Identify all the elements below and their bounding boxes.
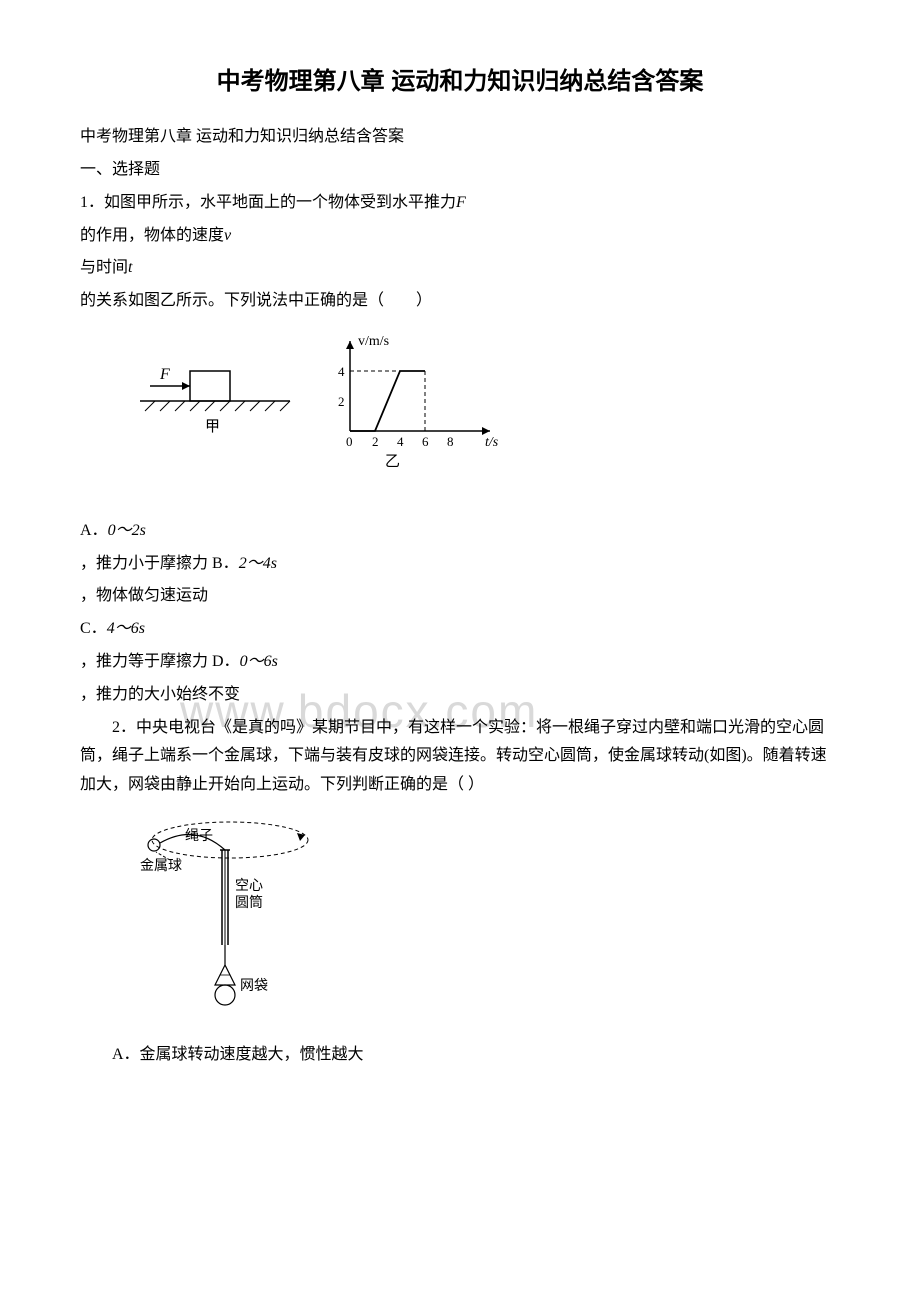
q1-stem2-text: 的作用，物体的速度 bbox=[80, 227, 224, 244]
fig2-label-tube1: 空心 bbox=[235, 878, 263, 894]
q1-figure: F 甲 v/m/s t/s 4 2 0 2 4 6 8 bbox=[140, 331, 840, 502]
fig1-xtick-2: 2 bbox=[372, 434, 379, 449]
q1-optC: C．4～6s bbox=[80, 615, 840, 644]
q1-optCD: ，推力等于摩擦力 D．0～6s bbox=[80, 648, 840, 677]
fig1-xlabel: t/s bbox=[485, 435, 499, 450]
fig1-ytick-2: 2 bbox=[338, 394, 345, 409]
subtitle: 中考物理第八章 运动和力知识归纳总结含答案 bbox=[80, 123, 840, 152]
q1-optD-math: 0～6s bbox=[240, 653, 278, 670]
q1-stem1-text: 1．如图甲所示，水平地面上的一个物体受到水平推力 bbox=[80, 194, 456, 211]
fig1-xtick-6: 6 bbox=[422, 434, 429, 449]
q1-stem-line3: 与时间t bbox=[80, 254, 840, 283]
fig1-F-label: F bbox=[159, 366, 170, 383]
fig1-ylabel: v/m/s bbox=[358, 334, 389, 349]
q1-optB-math: 2～4s bbox=[239, 555, 277, 572]
q1-optA-math: 0～2s bbox=[108, 522, 146, 539]
q1-stem3-text: 与时间 bbox=[80, 259, 128, 276]
q1-var-F: F bbox=[456, 194, 466, 211]
q1-optC-prefix: C． bbox=[80, 620, 107, 637]
section-heading: 一、选择题 bbox=[80, 156, 840, 185]
q2-stem: 2．中央电视台《是真的吗》某期节目中，有这样一个实验：将一根绳子穿过内壁和端口光… bbox=[80, 714, 840, 800]
fig1-xtick-4: 4 bbox=[397, 434, 404, 449]
q1-stem-line2: 的作用，物体的速度v bbox=[80, 222, 840, 251]
fig1-yi: v/m/s t/s 4 2 0 2 4 6 8 乙 bbox=[338, 334, 499, 470]
q1-stem-line1: 1．如图甲所示，水平地面上的一个物体受到水平推力F bbox=[80, 189, 840, 218]
fig1-ytick-4: 4 bbox=[338, 364, 345, 379]
q1-optAB: ，推力小于摩擦力 B．2～4s bbox=[80, 550, 840, 579]
fig2-label-tube2: 圆筒 bbox=[235, 894, 263, 911]
q1-optB-text: ，物体做匀速运动 bbox=[80, 582, 840, 611]
fig1-cap-yi: 乙 bbox=[385, 454, 400, 470]
q1-var-v: v bbox=[224, 227, 231, 244]
q1-optA-prefix: A． bbox=[80, 522, 108, 539]
fig1-cap-jia: 甲 bbox=[205, 419, 220, 435]
q1-optC-math: 4～6s bbox=[107, 620, 145, 637]
fig1-jia: F 甲 bbox=[140, 366, 290, 435]
fig1-xtick-0: 0 bbox=[346, 434, 353, 449]
page-title: 中考物理第八章 运动和力知识归纳总结含答案 bbox=[80, 60, 840, 103]
fig2-label-ball: 金属球 bbox=[140, 858, 182, 874]
fig2-label-bag: 网袋 bbox=[240, 978, 268, 994]
fig2-label-rope: 绳子 bbox=[185, 828, 213, 844]
q1-stem-line4: 的关系如图乙所示。下列说法中正确的是（ ） bbox=[80, 287, 840, 316]
q1-optA: A．0～2s bbox=[80, 517, 840, 546]
q1-optD-text: ，推力的大小始终不变 bbox=[80, 681, 840, 710]
q1-var-t: t bbox=[128, 259, 132, 276]
q1-optC-after: ，推力等于摩擦力 D． bbox=[80, 653, 240, 670]
fig1-xtick-8: 8 bbox=[447, 434, 454, 449]
q2-figure: 绳子 金属球 空心 圆筒 网袋 bbox=[140, 815, 840, 1026]
q2-optA: A．金属球转动速度越大，惯性越大 bbox=[80, 1041, 840, 1070]
q1-optA-after: ，推力小于摩擦力 B． bbox=[80, 555, 239, 572]
